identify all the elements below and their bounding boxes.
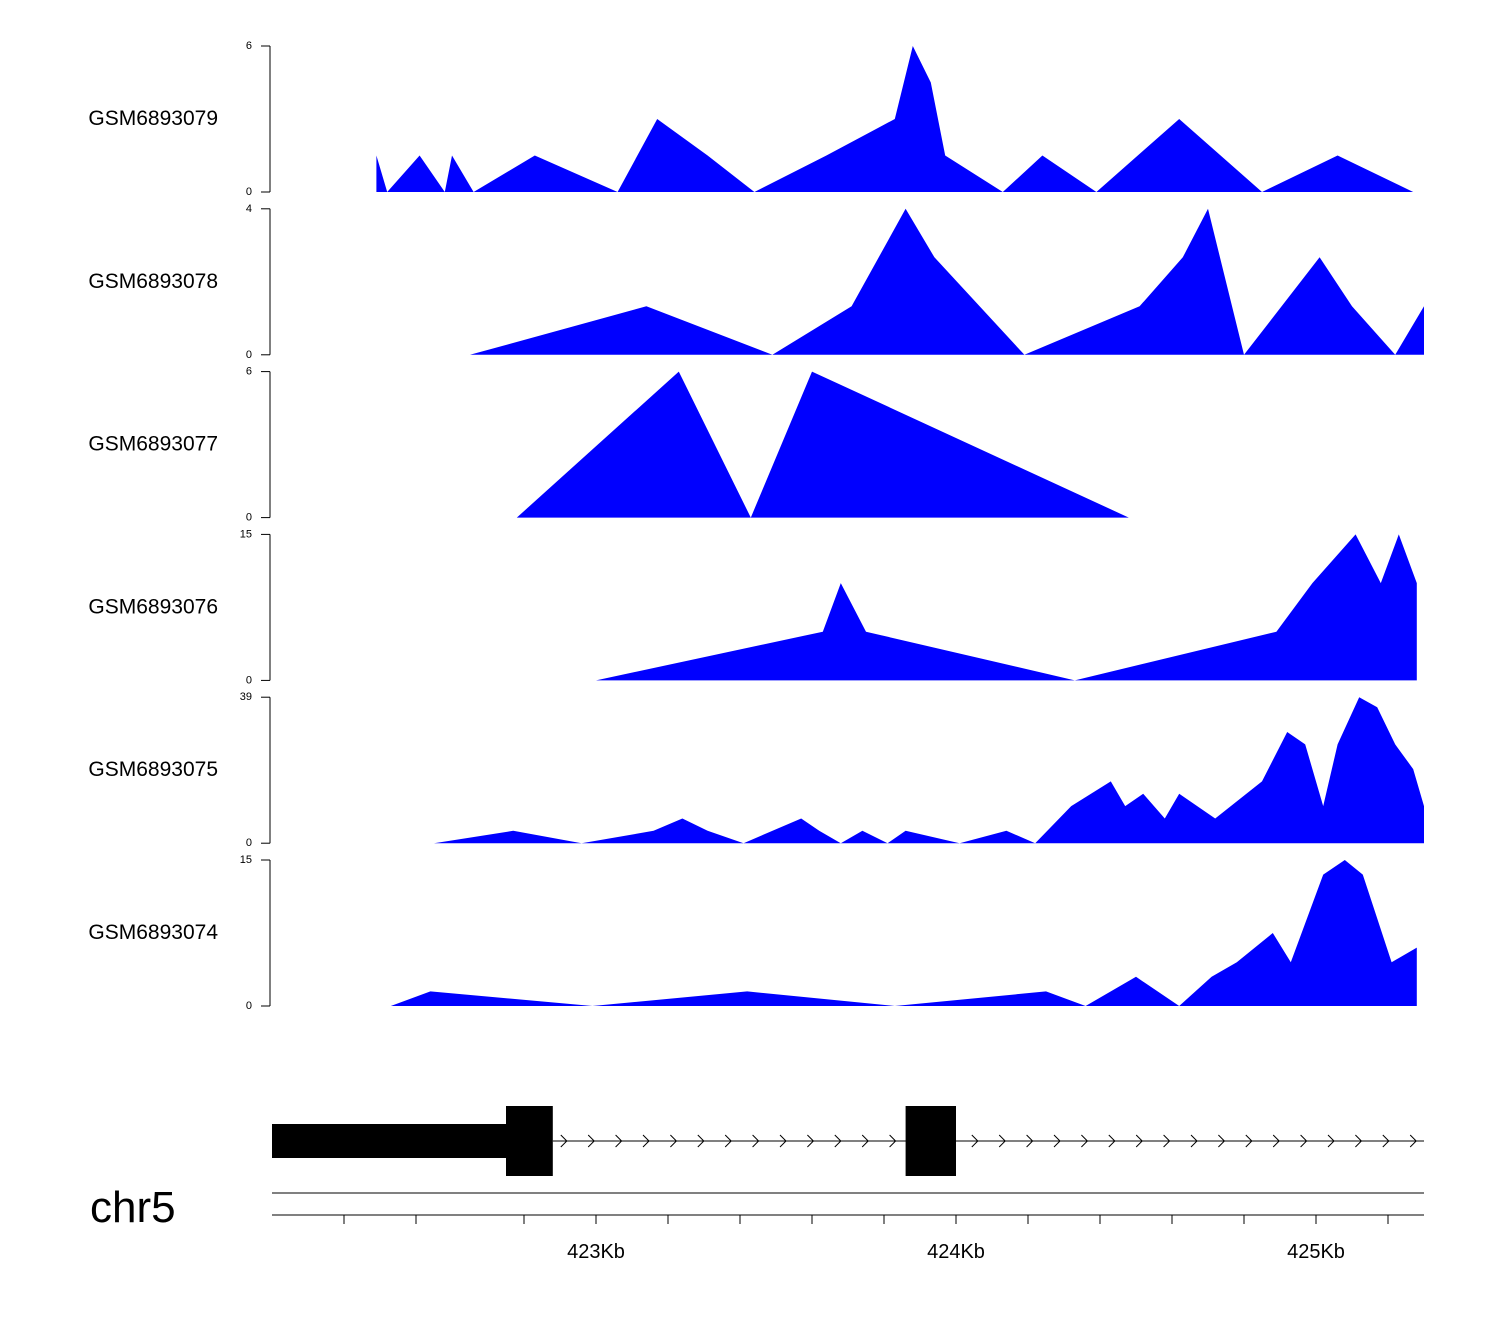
track-GSM6893079: GSM6893079 6 0 xyxy=(88,40,1414,198)
strand-chevron xyxy=(861,1134,869,1148)
track-GSM6893074: GSM6893074 15 0 xyxy=(88,854,1417,1012)
strand-chevron xyxy=(1272,1134,1280,1148)
genome-axis: 423Kb 424Kb 425Kb xyxy=(272,1192,1424,1263)
y-tick-label-min: 0 xyxy=(246,349,252,361)
y-tick-label-max: 6 xyxy=(246,40,252,52)
strand-chevron xyxy=(1409,1134,1417,1148)
y-tick-label-max: 39 xyxy=(240,691,252,703)
track-label: GSM6893074 xyxy=(88,921,218,944)
genome-axis-tick-label: 425Kb xyxy=(1287,1241,1345,1263)
signal-area-GSM6893078 xyxy=(470,208,1424,355)
strand-chevron xyxy=(1218,1134,1226,1148)
track-GSM6893077: GSM6893077 6 0 xyxy=(88,366,1129,524)
strand-chevron xyxy=(752,1134,760,1148)
strand-chevron xyxy=(1327,1134,1335,1148)
track-label: GSM6893077 xyxy=(88,433,218,456)
track-label: GSM6893075 xyxy=(88,758,218,781)
strand-chevron xyxy=(1300,1134,1308,1148)
signal-area-GSM6893079 xyxy=(376,46,1414,192)
strand-chevron xyxy=(779,1134,787,1148)
strand-chevron xyxy=(1190,1134,1198,1148)
signal-area-GSM6893074 xyxy=(390,860,1417,1006)
y-tick-label-min: 0 xyxy=(246,1000,252,1012)
track-label: GSM6893078 xyxy=(88,270,218,293)
strand-chevron xyxy=(1163,1134,1171,1148)
strand-chevron xyxy=(834,1134,842,1148)
signal-area-GSM6893077 xyxy=(516,371,1129,518)
strand-chevron xyxy=(1026,1134,1034,1148)
y-tick-label-min: 0 xyxy=(246,186,252,198)
track-GSM6893076: GSM6893076 15 0 xyxy=(88,528,1417,686)
exon-block xyxy=(905,1106,956,1176)
y-tick-label-max: 15 xyxy=(240,854,252,866)
strand-chevron xyxy=(889,1134,897,1148)
strand-chevron xyxy=(1382,1134,1390,1148)
y-tick-label-min: 0 xyxy=(246,837,252,849)
strand-chevron xyxy=(971,1134,979,1148)
track-label: GSM6893079 xyxy=(88,107,218,130)
strand-chevron xyxy=(697,1134,705,1148)
y-tick-label-min: 0 xyxy=(246,674,252,686)
strand-chevron xyxy=(1108,1134,1116,1148)
exon-block xyxy=(506,1106,553,1176)
strand-chevron xyxy=(587,1134,595,1148)
signal-area-GSM6893076 xyxy=(596,534,1417,681)
signal-tracks: GSM689307960GSM689307840GSM689307760GSM6… xyxy=(88,40,1424,1012)
y-tick-label-min: 0 xyxy=(246,512,252,524)
strand-chevron xyxy=(642,1134,650,1148)
strand-chevron xyxy=(560,1134,568,1148)
genome-axis-tick-label: 423Kb xyxy=(567,1241,625,1263)
strand-chevron xyxy=(1081,1134,1089,1148)
strand-chevron xyxy=(998,1134,1006,1148)
y-tick-label-max: 4 xyxy=(246,203,252,215)
y-tick-label-max: 15 xyxy=(240,528,252,540)
strand-chevron xyxy=(1245,1134,1253,1148)
strand-chevron xyxy=(1355,1134,1363,1148)
chromosome-label: chr5 xyxy=(90,1183,176,1232)
signal-area-GSM6893075 xyxy=(434,697,1424,844)
gene-model xyxy=(272,1106,1424,1176)
track-GSM6893075: GSM6893075 39 0 xyxy=(88,691,1424,849)
strand-chevron xyxy=(807,1134,815,1148)
track-GSM6893078: GSM6893078 4 0 xyxy=(88,203,1424,361)
strand-chevron xyxy=(615,1134,623,1148)
strand-chevron xyxy=(670,1134,678,1148)
strand-chevron xyxy=(1053,1134,1061,1148)
y-tick-label-max: 6 xyxy=(246,366,252,378)
track-label: GSM6893076 xyxy=(88,595,218,618)
strand-chevron xyxy=(1135,1134,1143,1148)
utr-block xyxy=(272,1124,506,1158)
strand-chevron xyxy=(724,1134,732,1148)
genome-axis-tick-label: 424Kb xyxy=(927,1241,985,1263)
